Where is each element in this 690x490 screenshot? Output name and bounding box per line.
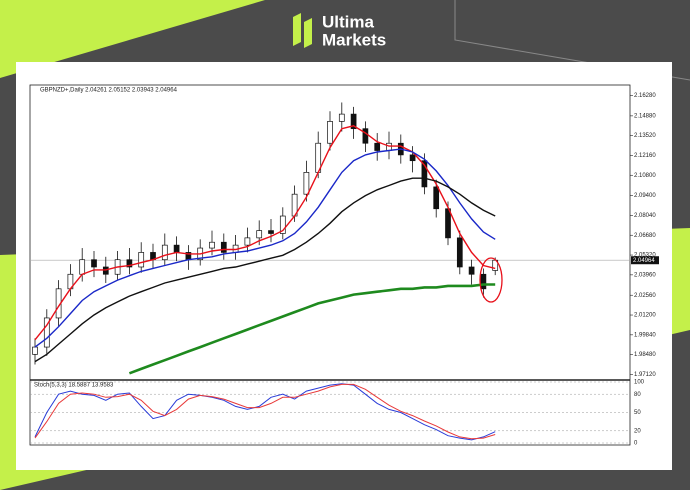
brand-line: Markets [322, 30, 386, 49]
candle-body [480, 273, 487, 290]
plot: 2.16280 2.14880 2.13520 2.12160 2.10800 2.094… [30, 93, 659, 447]
highlight-circle [479, 257, 503, 303]
candle-body [445, 208, 451, 239]
candle-body [256, 230, 263, 239]
y-tick-label: 2.13520 [634, 133, 656, 139]
candle-body [327, 121, 333, 144]
candle-body [244, 237, 251, 246]
ma-line [34, 125, 496, 341]
candle-body [220, 241, 227, 253]
candle-body [350, 113, 357, 130]
stoch-tick-label: 80 [634, 392, 641, 398]
price-label: 2.04964 [633, 258, 655, 264]
y-tick-label: 2.06680 [634, 233, 656, 239]
ma-line [34, 177, 496, 363]
candle-body [433, 186, 440, 210]
chart-legend: GBPNZD+,Daily 2.04261 2.05152 2.03943 2.… [40, 88, 178, 94]
y-tick-label: 2.05320 [634, 253, 656, 259]
y-tick-label: 1.97120 [634, 372, 656, 378]
candle-body [161, 244, 168, 261]
stoch-tick-label: 100 [634, 380, 645, 386]
stoch-tick-label: 0 [634, 441, 638, 447]
candle-body [421, 160, 428, 188]
candle-body [126, 259, 133, 268]
candle-body [362, 128, 369, 144]
accent-top [0, 0, 265, 78]
ma-line [34, 148, 496, 348]
candle-body [102, 266, 109, 275]
brand-line: Ultima [322, 12, 375, 31]
candle-body [138, 252, 145, 268]
candle-body [209, 241, 215, 249]
y-tick-label: 2.01200 [634, 313, 656, 319]
y-tick-label: 2.10800 [634, 173, 656, 179]
candle-body [468, 266, 475, 275]
candle-body [338, 113, 345, 122]
candle-body [268, 230, 274, 234]
y-tick-label: 1.98480 [634, 352, 656, 358]
y-tick-label: 2.08040 [634, 213, 656, 219]
candle-body [79, 259, 86, 275]
candle-body [303, 172, 310, 195]
y-tick-label: 2.16280 [634, 93, 656, 99]
price-box [631, 256, 659, 265]
panel [16, 62, 672, 470]
candle-body [374, 142, 381, 151]
y-tick-label: 2.12160 [634, 153, 656, 159]
y-tick-label: 1.99840 [634, 332, 656, 338]
y-tick-label: 2.09400 [634, 193, 656, 199]
candle-body [173, 244, 180, 253]
candle-body [456, 237, 463, 268]
candle-body [32, 346, 38, 355]
y-tick-label: 2.02560 [634, 293, 656, 299]
stoch-line [34, 383, 496, 440]
y-tick-label: 2.14880 [634, 113, 656, 119]
candle-body [279, 215, 286, 234]
logo-mark [293, 13, 301, 46]
y-tick-label: 2.03960 [634, 272, 656, 278]
chart-frame [29, 84, 631, 446]
stoch-tick-label: 50 [634, 410, 641, 416]
stoch-legend: Stoch(5,3,3) 18.5887 13.9583 [34, 383, 114, 389]
candle-body [43, 317, 50, 348]
candle-body [91, 259, 97, 268]
candle-body [386, 142, 392, 151]
ma-line [128, 283, 496, 375]
candle-body [409, 154, 416, 162]
stoch-tick-label: 20 [634, 428, 641, 434]
logo-mark [304, 18, 312, 48]
